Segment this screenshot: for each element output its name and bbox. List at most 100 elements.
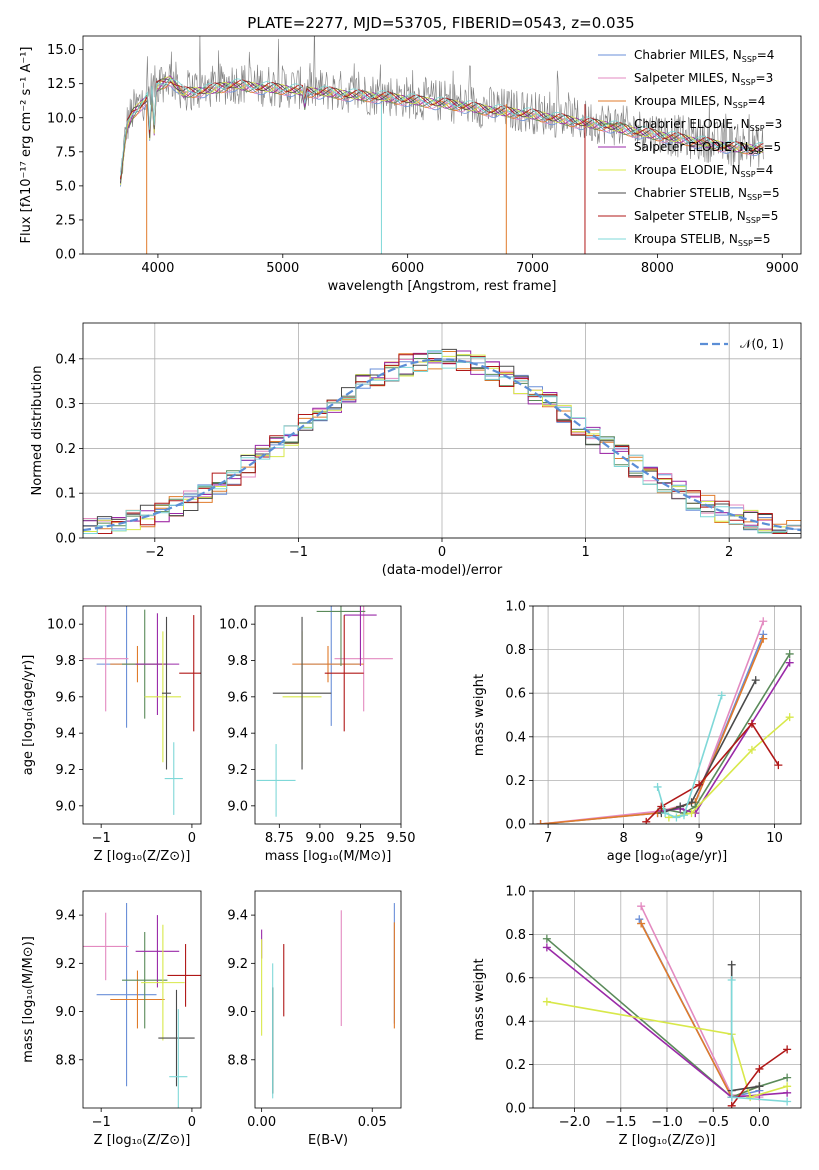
x-tick-label: 8.75 bbox=[265, 831, 294, 846]
mass-age-plot-area bbox=[256, 606, 393, 817]
mass-age-axes: 8.75 9.00 9.25 9.50 9.0 9.2 9.4 9.6 9.8 10.0 mass … bbox=[219, 605, 416, 864]
x-axis-label: age [log₁₀(age/yr)] bbox=[607, 849, 728, 864]
weight-line bbox=[645, 722, 780, 823]
axes-frame bbox=[82, 605, 202, 825]
weight-marker bbox=[635, 915, 644, 924]
legend-label: Kroupa ELODIE, NSSP=4 bbox=[634, 163, 773, 179]
legend-label: Chabrier STELIB, NSSP=5 bbox=[634, 186, 780, 202]
weight-marker bbox=[679, 811, 688, 820]
y-tick-label: 0.4 bbox=[505, 730, 526, 745]
y-tick-label: 5.0 bbox=[55, 179, 76, 194]
x-tick-label: 9.50 bbox=[387, 831, 416, 846]
x-tick-label: 0.00 bbox=[247, 1115, 276, 1130]
model-spectrum-line bbox=[120, 78, 764, 176]
y-tick-label: 9.2 bbox=[55, 957, 76, 972]
weight-marker bbox=[653, 782, 662, 791]
weight-line bbox=[661, 653, 791, 814]
y-tick-label: 8.8 bbox=[55, 1053, 76, 1068]
y-tick-label: 9.0 bbox=[227, 1005, 248, 1020]
model-spectrum-line bbox=[120, 82, 764, 180]
y-tick-label: 0.2 bbox=[505, 1058, 526, 1073]
y-tick-label: 9.8 bbox=[227, 654, 248, 669]
x-axis-label: Z [log₁₀(Z/Z⊙)] bbox=[94, 1133, 191, 1148]
y-tick-label: 0.0 bbox=[55, 532, 76, 547]
y-tick-label: 9.4 bbox=[55, 909, 76, 924]
y-tick-label: 0.6 bbox=[505, 971, 526, 986]
weight-marker bbox=[747, 719, 756, 728]
legend-label: Chabrier MILES, NSSP=4 bbox=[634, 48, 774, 64]
weight-marker bbox=[542, 934, 551, 943]
y-tick-label: 0.4 bbox=[55, 352, 76, 367]
legend-label: Kroupa STELIB, NSSP=5 bbox=[634, 232, 771, 248]
y-tick-label: 8.8 bbox=[227, 1053, 248, 1068]
legend-label: Salpeter STELIB, NSSP=5 bbox=[634, 209, 778, 225]
y-tick-label: 15.0 bbox=[47, 43, 76, 58]
ebv-mass-plot-area bbox=[261, 903, 395, 1099]
weight-line bbox=[730, 964, 760, 1092]
weight-marker bbox=[727, 960, 736, 969]
weights-age-plot-area bbox=[536, 617, 794, 824]
weight-marker bbox=[676, 802, 685, 811]
y-tick-label: 12.5 bbox=[47, 77, 76, 92]
weight-line bbox=[661, 679, 757, 814]
axes-frame bbox=[532, 890, 802, 1109]
figure-title: PLATE=2277, MJD=53705, FIBERID=0543, z=0… bbox=[247, 14, 634, 32]
x-tick-label: 0.0 bbox=[749, 1115, 770, 1130]
weight-marker bbox=[637, 902, 646, 911]
y-tick-label: 9.0 bbox=[55, 799, 76, 814]
weight-marker bbox=[783, 1082, 792, 1091]
x-tick-label: −1.5 bbox=[605, 1115, 637, 1130]
x-tick-label: 9000 bbox=[766, 261, 799, 276]
y-tick-label: 0.2 bbox=[55, 442, 76, 457]
weight-marker bbox=[542, 943, 551, 952]
x-tick-label: 8 bbox=[619, 831, 627, 846]
weight-marker bbox=[536, 820, 545, 824]
y-tick-label: 7.5 bbox=[55, 145, 76, 160]
x-axis-label: wavelength [Angstrom, rest frame] bbox=[328, 279, 557, 294]
y-tick-label: 0.0 bbox=[505, 1102, 526, 1117]
weight-marker bbox=[637, 919, 646, 928]
legend-label: Salpeter ELODIE, NSSP=5 bbox=[634, 140, 781, 156]
z-age-plot-area bbox=[83, 606, 201, 815]
spectrum-axes: 4000 5000 6000 7000 8000 9000 0.0 2.5 5.0 7.5 10.0… bbox=[19, 35, 802, 294]
y-tick-label: 0.8 bbox=[505, 643, 526, 658]
weight-marker bbox=[695, 780, 704, 789]
y-tick-label: 0.1 bbox=[55, 487, 76, 502]
y-tick-label: 9.2 bbox=[55, 763, 76, 778]
residuals-axes: −2 −1 0 1 2 0.0 0.1 0.2 0.3 0.4 (data-model)/error… bbox=[30, 322, 802, 578]
y-tick-label: 9.0 bbox=[55, 1005, 76, 1020]
normal-curve bbox=[83, 358, 801, 532]
x-tick-label: −1.0 bbox=[651, 1115, 683, 1130]
weight-line bbox=[540, 621, 765, 824]
spectrum-plot-area bbox=[120, 36, 764, 254]
y-tick-label: 10.0 bbox=[47, 618, 76, 633]
x-axis-label: (data-model)/error bbox=[382, 563, 503, 578]
weight-marker bbox=[751, 676, 760, 685]
x-tick-label: 5000 bbox=[266, 261, 299, 276]
x-tick-label: 9 bbox=[695, 831, 703, 846]
legend-label: 𝒩(0, 1) bbox=[740, 337, 784, 351]
histogram-step bbox=[83, 350, 801, 538]
x-tick-label: 0.05 bbox=[358, 1115, 387, 1130]
y-tick-label: 0.8 bbox=[505, 928, 526, 943]
weight-marker bbox=[661, 809, 670, 818]
y-tick-label: 9.0 bbox=[227, 799, 248, 814]
model-spectrum-line bbox=[120, 76, 764, 186]
z-age-axes: −1 0 9.0 9.2 9.4 9.6 9.8 10.0 Z [log₁₀(Z/Z⊙)] age… bbox=[21, 605, 202, 864]
residuals-legend: 𝒩(0, 1) bbox=[700, 337, 784, 351]
weights-z-axes: −2.0 −1.5 −1.0 −0.5 0.0 0.0 0.2 0.4 0.6 0.8 1.0 Z [… bbox=[472, 885, 802, 1148]
y-tick-label: 9.4 bbox=[227, 727, 248, 742]
y-tick-label: 1.0 bbox=[505, 600, 526, 615]
weight-line bbox=[546, 1000, 788, 1099]
y-axis-label: age [log₁₀(age/yr)] bbox=[21, 655, 36, 776]
y-tick-label: 10.0 bbox=[219, 618, 248, 633]
residuals-plot-area bbox=[83, 348, 801, 538]
x-tick-label: −2.0 bbox=[559, 1115, 591, 1130]
weight-marker bbox=[747, 745, 756, 754]
weights-z-plot-area bbox=[542, 902, 792, 1108]
weight-line bbox=[546, 946, 788, 1099]
weight-marker bbox=[783, 1045, 792, 1054]
axes-frame bbox=[82, 322, 802, 539]
y-tick-label: 9.6 bbox=[227, 690, 248, 705]
